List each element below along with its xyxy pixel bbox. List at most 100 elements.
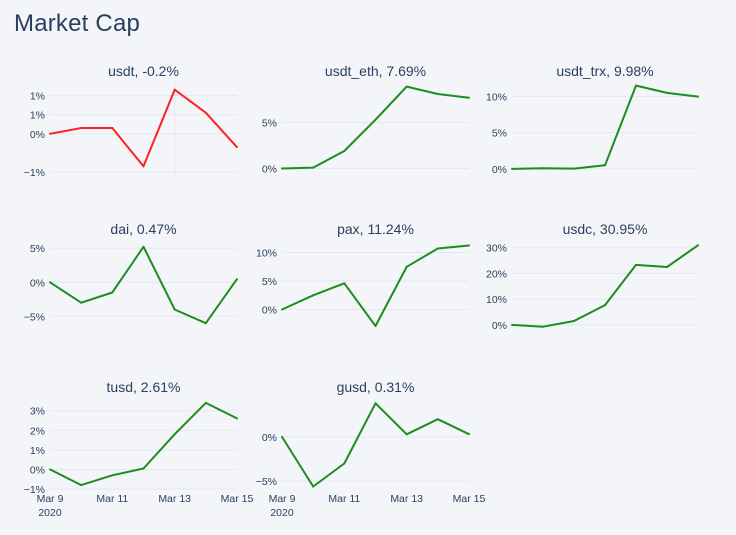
data-point bbox=[312, 166, 315, 169]
series-line bbox=[49, 88, 238, 168]
data-point bbox=[80, 484, 83, 487]
panel-title: pax, 11.24% bbox=[337, 221, 414, 237]
series-line bbox=[511, 244, 699, 328]
y-tick-label: 5% bbox=[262, 117, 277, 129]
data-point bbox=[635, 84, 637, 87]
data-point bbox=[405, 433, 408, 436]
data-point bbox=[343, 282, 346, 285]
y-tick-label: −1% bbox=[24, 484, 45, 496]
series-line bbox=[511, 84, 699, 170]
y-tick-label: 0% bbox=[262, 163, 277, 175]
x-tick-label: Mar 11 bbox=[328, 493, 360, 505]
data-point bbox=[281, 167, 283, 170]
data-point bbox=[281, 435, 283, 438]
y-tick-label: 5% bbox=[30, 243, 45, 255]
y-tick-label: 3% bbox=[30, 406, 45, 418]
data-point bbox=[111, 474, 114, 477]
data-point bbox=[511, 323, 513, 326]
panel-2: usdt_trx, 9.98% 10% 5% 0% bbox=[486, 63, 699, 176]
data-point bbox=[173, 308, 176, 311]
data-point bbox=[142, 165, 145, 168]
y-tick-label: 30% bbox=[486, 243, 507, 255]
y-tick-label: 2% bbox=[30, 425, 45, 437]
data-point bbox=[436, 418, 439, 421]
data-point bbox=[468, 96, 470, 99]
data-point bbox=[697, 95, 699, 98]
data-point bbox=[80, 301, 83, 304]
data-point bbox=[604, 304, 606, 307]
data-point bbox=[666, 266, 668, 268]
data-point bbox=[374, 325, 377, 328]
data-point bbox=[343, 150, 346, 152]
panel-title: gusd, 0.31% bbox=[337, 379, 415, 395]
y-tick-label: 0% bbox=[30, 464, 45, 476]
x-tick-label: Mar 11 bbox=[96, 493, 128, 505]
x-tick-sublabel: 2020 bbox=[270, 507, 294, 519]
data-point bbox=[49, 281, 51, 284]
data-point bbox=[468, 244, 470, 247]
data-point bbox=[697, 244, 699, 247]
y-tick-label: 10% bbox=[486, 294, 507, 306]
data-point bbox=[374, 402, 377, 405]
y-tick-label: 0% bbox=[262, 304, 277, 316]
panel-title: usdt, -0.2% bbox=[108, 63, 179, 79]
x-tick-label: Mar 15 bbox=[221, 493, 254, 505]
data-point bbox=[374, 118, 377, 121]
data-point bbox=[405, 85, 408, 88]
series-line bbox=[281, 244, 470, 327]
data-point bbox=[142, 245, 145, 248]
series-line bbox=[281, 85, 470, 170]
data-point bbox=[635, 263, 637, 266]
data-point bbox=[236, 278, 238, 281]
data-point bbox=[236, 417, 238, 420]
y-tick-label: −5% bbox=[256, 476, 277, 488]
x-tick-label: Mar 13 bbox=[158, 493, 191, 505]
data-point bbox=[111, 127, 114, 129]
data-point bbox=[343, 462, 346, 465]
y-tick-label: 0% bbox=[262, 432, 277, 444]
y-tick-label: 1% bbox=[30, 90, 45, 102]
data-point bbox=[49, 132, 51, 135]
data-point bbox=[573, 167, 575, 170]
data-point bbox=[542, 167, 544, 170]
data-point bbox=[111, 291, 114, 294]
panel-3: dai, 0.47% 5% 0% −5% bbox=[24, 221, 238, 325]
y-tick-label: 0% bbox=[492, 320, 507, 332]
data-point bbox=[666, 91, 668, 94]
data-point bbox=[405, 265, 408, 268]
data-point bbox=[49, 468, 51, 471]
data-point bbox=[204, 401, 207, 404]
data-point bbox=[573, 320, 575, 322]
y-tick-label: 0% bbox=[30, 129, 45, 141]
series-line bbox=[49, 245, 238, 325]
panel-title: usdc, 30.95% bbox=[563, 221, 648, 237]
data-point bbox=[173, 433, 176, 436]
panel-title: usdt_eth, 7.69% bbox=[325, 63, 426, 79]
panel-5: usdc, 30.95% 30% 20% 10% 0% bbox=[486, 221, 699, 332]
data-point bbox=[204, 111, 207, 114]
panel-title: dai, 0.47% bbox=[110, 221, 176, 237]
data-point bbox=[604, 164, 606, 167]
data-point bbox=[204, 322, 207, 325]
x-tick-label: Mar 13 bbox=[390, 493, 423, 505]
y-tick-label: 1% bbox=[30, 110, 45, 122]
x-tick-sublabel: 2020 bbox=[38, 507, 62, 519]
y-tick-label: 0% bbox=[30, 277, 45, 289]
y-tick-label: 20% bbox=[486, 268, 507, 280]
panel-0: usdt, -0.2% 1% 1% 0% −1% bbox=[24, 63, 238, 179]
data-point bbox=[312, 485, 315, 488]
y-tick-label: 10% bbox=[486, 91, 507, 103]
y-tick-label: −5% bbox=[24, 311, 45, 323]
page-title: Market Cap bbox=[14, 10, 141, 37]
series-line bbox=[281, 402, 470, 488]
y-tick-label: 0% bbox=[492, 164, 507, 176]
y-tick-label: 10% bbox=[256, 248, 277, 260]
y-tick-label: 5% bbox=[492, 128, 507, 140]
x-tick-label: Mar 9 bbox=[37, 493, 64, 505]
data-point bbox=[236, 146, 238, 149]
data-point bbox=[142, 467, 145, 470]
data-point bbox=[468, 433, 470, 436]
x-tick-label: Mar 9 bbox=[269, 493, 296, 505]
panel-title: usdt_trx, 9.98% bbox=[556, 63, 653, 79]
